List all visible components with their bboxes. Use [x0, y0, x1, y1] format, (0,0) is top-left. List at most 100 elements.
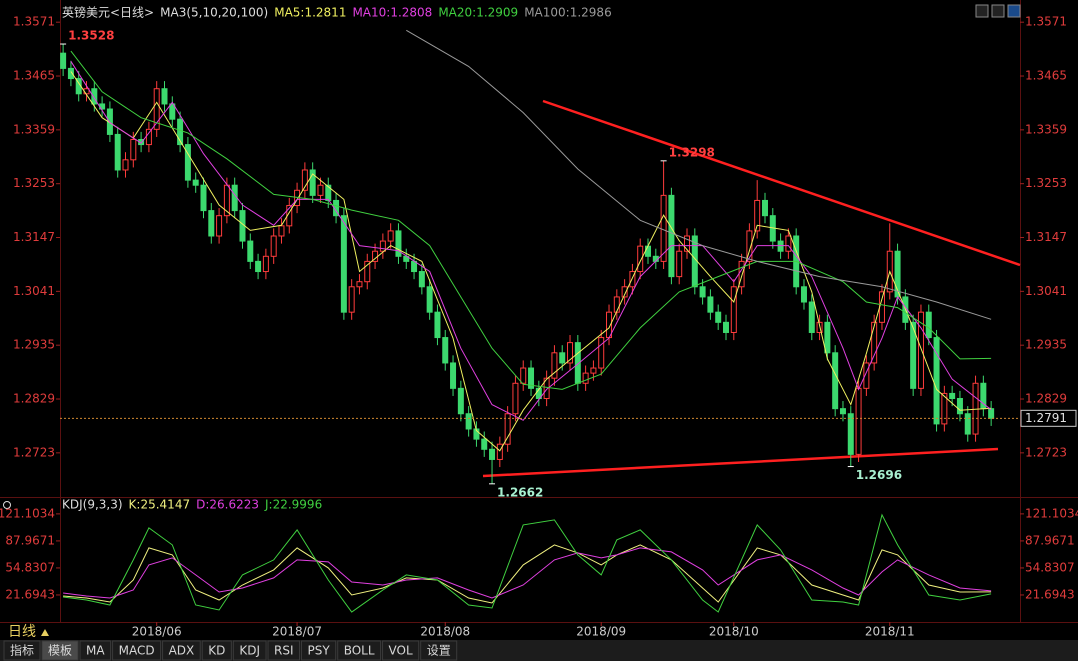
toolbar-tab[interactable]: KDJ	[239, 644, 260, 658]
y-tick-label-right: 21.6943	[1025, 587, 1075, 601]
last-price-label: 1.2791	[1025, 411, 1067, 425]
candle-body	[707, 296, 714, 313]
button-close[interactable]	[1007, 4, 1021, 18]
candle-body	[317, 184, 324, 196]
extreme-label: 1.3528	[68, 29, 114, 43]
candle-body	[528, 367, 535, 389]
legend-entry: MA100:1.2986	[524, 6, 612, 20]
candle-body	[668, 194, 675, 278]
candle-body	[184, 144, 191, 181]
candle-body	[910, 321, 917, 389]
plot-area	[63, 513, 992, 613]
indicator-line	[63, 544, 992, 604]
toolbar-tab[interactable]: KD	[208, 644, 225, 658]
y-tick-label-right: 1.3571	[1025, 15, 1067, 29]
candle-body	[551, 352, 558, 379]
y-tick-label: 1.3041	[13, 284, 55, 298]
legend-entry: MA10:1.2808	[352, 6, 432, 20]
toolbar-tab[interactable]: 设置	[427, 644, 451, 658]
toolbar-tab-frame[interactable]	[162, 640, 201, 661]
candle-body	[933, 337, 940, 425]
last-price-box	[1020, 409, 1077, 427]
candle-body	[340, 215, 347, 313]
candle-body	[684, 235, 691, 252]
candle-body	[567, 342, 574, 364]
toolbar-tab[interactable]: MA	[86, 644, 105, 658]
frame	[0, 0, 1078, 623]
candle-body	[925, 311, 932, 339]
toolbar-tab-frame[interactable]	[201, 640, 232, 661]
button-list[interactable]	[991, 4, 1005, 18]
toolbar-tab-frame[interactable]	[112, 640, 162, 661]
candle-body	[746, 230, 753, 262]
candle-body	[863, 362, 870, 389]
legend-entry: J:22.9996	[264, 498, 322, 512]
y-tick-label-right: 1.2829	[1025, 392, 1067, 406]
chart-title: KDJ(9,3,3)	[62, 498, 123, 512]
legend-entry: MA5:1.2811	[274, 6, 346, 20]
candle-body	[465, 413, 472, 430]
chart-subtitle: MA3(5,10,20,100)	[160, 6, 268, 20]
candle-body	[722, 321, 729, 333]
candle-body	[988, 408, 995, 419]
toolbar-tab-frame[interactable]	[3, 640, 41, 661]
candle-body	[418, 271, 425, 288]
candle-body	[520, 367, 527, 384]
candle-body	[301, 169, 308, 191]
period-label[interactable]: 日线	[8, 624, 36, 640]
toolbar-tab[interactable]: RSI	[274, 644, 294, 658]
candle-body	[114, 133, 121, 171]
toolbar-tab-frame[interactable]	[301, 640, 337, 661]
candle-body	[122, 159, 129, 171]
candle-body	[153, 88, 160, 130]
y-tick-label: 1.3253	[13, 176, 55, 190]
candle-body	[761, 199, 768, 217]
period-arrow[interactable]	[41, 629, 49, 636]
candle-body	[348, 286, 355, 313]
toolbar-tab-frame[interactable]	[232, 640, 267, 661]
button-restore[interactable]	[975, 4, 989, 18]
candle-body	[645, 245, 652, 257]
candle-body	[325, 184, 332, 201]
toolbar-tab[interactable]: PSY	[308, 644, 331, 658]
y-tick-label-right: 87.9671	[1025, 533, 1075, 547]
toolbar-tab-frame[interactable]	[382, 640, 420, 661]
toolbar-tab-frame[interactable]	[41, 640, 79, 661]
candle-body	[356, 281, 363, 288]
candle-body	[598, 337, 605, 369]
candle-body	[247, 240, 254, 262]
toolbar-tab-frame[interactable]	[420, 640, 458, 661]
toolbar-tab[interactable]: MACD	[119, 644, 155, 658]
y-tick-label-right: 1.3465	[1025, 69, 1067, 83]
x-tick-label: 2018/08	[420, 625, 470, 639]
candle-body	[450, 362, 457, 389]
toolbar-tab[interactable]: BOLL	[344, 644, 375, 658]
toolbar-tab[interactable]: 指标	[10, 643, 34, 658]
candle-body	[777, 240, 784, 252]
candle-body	[489, 448, 496, 460]
toolbar-tab[interactable]: VOL	[389, 644, 413, 658]
candle-body	[434, 311, 441, 339]
candle-body	[387, 230, 394, 242]
candle-body	[60, 52, 67, 69]
y-tick-label: 87.9671	[5, 533, 55, 547]
y-tick-label-right: 1.2723	[1025, 445, 1067, 459]
toolbar-tab-frame[interactable]	[267, 640, 301, 661]
toolbar-tab-frame[interactable]	[79, 640, 112, 661]
toolbar-tab-frame[interactable]	[337, 640, 382, 661]
toolbar-tab[interactable]: ADX	[169, 644, 195, 658]
candle-body	[559, 352, 566, 364]
toolbar-tab[interactable]: 模板	[48, 644, 72, 658]
candle-body	[278, 225, 285, 237]
candle-body	[730, 286, 737, 333]
candle-body	[590, 367, 597, 374]
extreme-label: 1.3298	[669, 145, 715, 159]
extreme-label: 1.2662	[497, 485, 543, 499]
candle-body	[754, 199, 761, 232]
candle-body	[200, 184, 207, 212]
support-trendline	[482, 447, 999, 478]
candle-body	[941, 392, 948, 425]
x-tick-label: 2018/11	[865, 625, 915, 639]
